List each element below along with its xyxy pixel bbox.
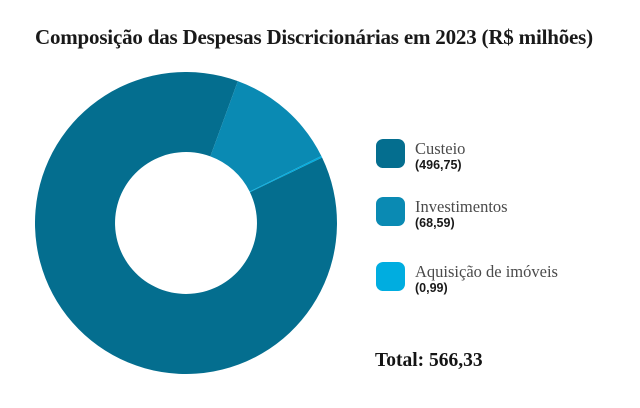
legend-label-investimentos: Investimentos (415, 197, 508, 216)
legend-swatch-investimentos (376, 197, 405, 226)
legend-label-custeio: Custeio (415, 139, 466, 158)
legend-item-custeio: Custeio (496,75) (376, 139, 465, 172)
donut-slice-2 (249, 156, 323, 193)
legend-label-aquisicao-de-imoveis: Aquisição de imóveis (415, 262, 558, 281)
legend-swatch-custeio (376, 139, 405, 168)
legend-value-investimentos: (68,59) (415, 216, 455, 230)
donut-chart (35, 72, 337, 374)
legend-text-custeio: Custeio (496,75) (415, 139, 465, 172)
donut-slice-1 (210, 81, 322, 192)
chart-title: Composição das Despesas Discricionárias … (35, 25, 593, 49)
legend-text-aquisicao-de-imoveis: Aquisição de imóveis (0,99) (415, 262, 558, 295)
legend-value-aquisicao-de-imoveis: (0,99) (415, 281, 448, 295)
legend-item-aquisicao-de-imoveis: Aquisição de imóveis (0,99) (376, 262, 558, 295)
legend-item-investimentos: Investimentos (68,59) (376, 197, 508, 230)
legend-swatch-aquisicao-de-imoveis (376, 262, 405, 291)
donut-slice-0 (35, 72, 337, 374)
legend-value-custeio: (496,75) (415, 158, 462, 172)
legend-text-investimentos: Investimentos (68,59) (415, 197, 508, 230)
total-label: Total: 566,33 (375, 350, 483, 371)
